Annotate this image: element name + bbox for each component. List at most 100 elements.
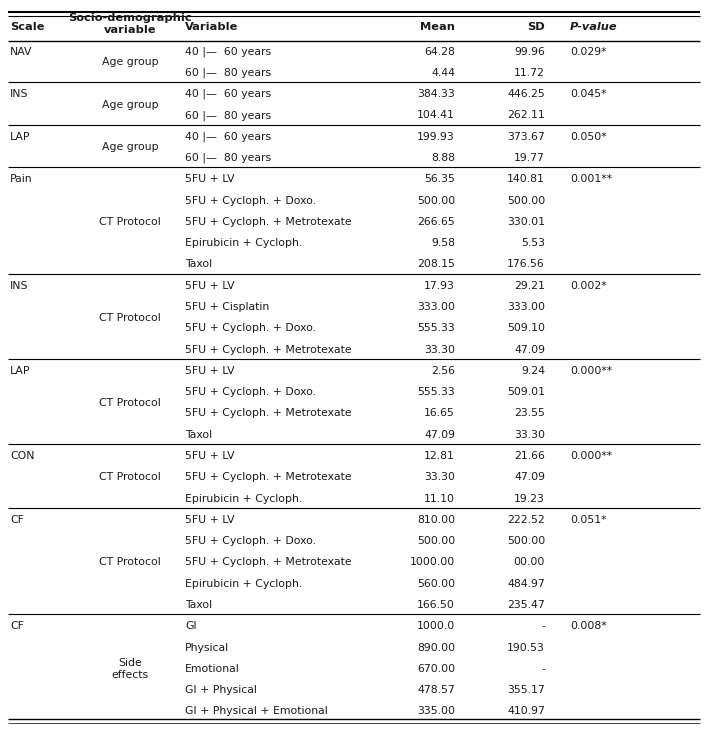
- Text: 0.029*: 0.029*: [570, 46, 607, 57]
- Text: 500.00: 500.00: [417, 536, 455, 546]
- Text: Taxol: Taxol: [185, 600, 212, 610]
- Text: 235.47: 235.47: [508, 600, 545, 610]
- Text: 333.00: 333.00: [417, 302, 455, 312]
- Text: 373.67: 373.67: [508, 132, 545, 142]
- Text: 890.00: 890.00: [417, 643, 455, 652]
- Text: Pain: Pain: [10, 175, 32, 184]
- Text: LAP: LAP: [10, 366, 30, 376]
- Text: 1000.0: 1000.0: [417, 621, 455, 631]
- Text: 555.33: 555.33: [417, 324, 455, 333]
- Text: 5FU + LV: 5FU + LV: [185, 515, 234, 525]
- Text: CT Protocol: CT Protocol: [99, 312, 161, 323]
- Text: 0.000**: 0.000**: [570, 451, 612, 461]
- Text: 5.53: 5.53: [521, 238, 545, 248]
- Text: LAP: LAP: [10, 132, 30, 142]
- Text: 33.30: 33.30: [424, 345, 455, 354]
- Text: -: -: [541, 621, 545, 631]
- Text: 60 |—  80 years: 60 |— 80 years: [185, 68, 271, 78]
- Text: 33.30: 33.30: [424, 472, 455, 482]
- Text: CT Protocol: CT Protocol: [99, 557, 161, 567]
- Text: 64.28: 64.28: [424, 46, 455, 57]
- Text: 670.00: 670.00: [417, 664, 455, 674]
- Text: 5FU + Cycloph. + Doxo.: 5FU + Cycloph. + Doxo.: [185, 324, 316, 333]
- Text: 5FU + LV: 5FU + LV: [185, 175, 234, 184]
- Text: 5FU + LV: 5FU + LV: [185, 451, 234, 461]
- Text: 60 |—  80 years: 60 |— 80 years: [185, 111, 271, 121]
- Text: 40 |—  60 years: 40 |— 60 years: [185, 131, 271, 142]
- Text: 2.56: 2.56: [431, 366, 455, 376]
- Text: 4.44: 4.44: [431, 68, 455, 78]
- Text: 140.81: 140.81: [507, 175, 545, 184]
- Text: 16.65: 16.65: [424, 408, 455, 419]
- Text: 5FU + Cycloph. + Metrotexate: 5FU + Cycloph. + Metrotexate: [185, 557, 351, 567]
- Text: 0.008*: 0.008*: [570, 621, 607, 631]
- Text: CT Protocol: CT Protocol: [99, 217, 161, 227]
- Text: 560.00: 560.00: [417, 579, 455, 589]
- Text: 266.65: 266.65: [417, 217, 455, 227]
- Text: 500.00: 500.00: [507, 536, 545, 546]
- Text: Age group: Age group: [101, 99, 158, 110]
- Text: NAV: NAV: [10, 46, 32, 57]
- Text: 0.000**: 0.000**: [570, 366, 612, 376]
- Text: -: -: [541, 664, 545, 674]
- Text: 478.57: 478.57: [417, 685, 455, 695]
- Text: 33.30: 33.30: [514, 430, 545, 440]
- Text: 330.01: 330.01: [507, 217, 545, 227]
- Text: 335.00: 335.00: [417, 706, 455, 716]
- Text: Mean: Mean: [420, 22, 455, 32]
- Text: INS: INS: [10, 281, 28, 290]
- Text: 0.001**: 0.001**: [570, 175, 612, 184]
- Text: 104.41: 104.41: [417, 111, 455, 120]
- Text: Side
effects: Side effects: [111, 658, 149, 680]
- Text: 384.33: 384.33: [417, 89, 455, 99]
- Text: CF: CF: [10, 621, 24, 631]
- Text: Age group: Age group: [101, 57, 158, 67]
- Text: 5FU + Cycloph. + Doxo.: 5FU + Cycloph. + Doxo.: [185, 536, 316, 546]
- Text: 484.97: 484.97: [508, 579, 545, 589]
- Text: Socio-demographic
variable: Socio-demographic variable: [68, 13, 191, 35]
- Text: 11.72: 11.72: [514, 68, 545, 78]
- Text: 5FU + LV: 5FU + LV: [185, 281, 234, 290]
- Text: Epirubicin + Cycloph.: Epirubicin + Cycloph.: [185, 579, 302, 589]
- Text: 5FU + Cycloph. + Doxo.: 5FU + Cycloph. + Doxo.: [185, 195, 316, 206]
- Text: 5FU + Cycloph. + Metrotexate: 5FU + Cycloph. + Metrotexate: [185, 472, 351, 482]
- Text: CF: CF: [10, 515, 24, 525]
- Text: 199.93: 199.93: [417, 132, 455, 142]
- Text: 0.051*: 0.051*: [570, 515, 607, 525]
- Text: 12.81: 12.81: [424, 451, 455, 461]
- Text: Taxol: Taxol: [185, 259, 212, 270]
- Text: 262.11: 262.11: [508, 111, 545, 120]
- Text: 500.00: 500.00: [417, 195, 455, 206]
- Text: 17.93: 17.93: [424, 281, 455, 290]
- Text: Variable: Variable: [185, 22, 239, 32]
- Text: 1000.00: 1000.00: [410, 557, 455, 567]
- Text: 0.002*: 0.002*: [570, 281, 607, 290]
- Text: Epirubicin + Cycloph.: Epirubicin + Cycloph.: [185, 494, 302, 503]
- Text: 509.01: 509.01: [507, 387, 545, 397]
- Text: INS: INS: [10, 89, 28, 99]
- Text: 47.09: 47.09: [514, 472, 545, 482]
- Text: 5FU + Cycloph. + Metrotexate: 5FU + Cycloph. + Metrotexate: [185, 408, 351, 419]
- Text: 208.15: 208.15: [417, 259, 455, 270]
- Text: P-value: P-value: [570, 22, 617, 32]
- Text: Emotional: Emotional: [185, 664, 240, 674]
- Text: 555.33: 555.33: [417, 387, 455, 397]
- Text: CT Protocol: CT Protocol: [99, 472, 161, 482]
- Text: 355.17: 355.17: [508, 685, 545, 695]
- Text: 810.00: 810.00: [417, 515, 455, 525]
- Text: 56.35: 56.35: [424, 175, 455, 184]
- Text: 509.10: 509.10: [507, 324, 545, 333]
- Text: 40 |—  60 years: 40 |— 60 years: [185, 89, 271, 99]
- Text: Scale: Scale: [10, 22, 44, 32]
- Text: 19.23: 19.23: [514, 494, 545, 503]
- Text: 60 |—  80 years: 60 |— 80 years: [185, 153, 271, 164]
- Text: 5FU + Cisplatin: 5FU + Cisplatin: [185, 302, 269, 312]
- Text: 19.77: 19.77: [514, 153, 545, 163]
- Text: 166.50: 166.50: [417, 600, 455, 610]
- Text: 11.10: 11.10: [424, 494, 455, 503]
- Text: CT Protocol: CT Protocol: [99, 398, 161, 408]
- Text: 23.55: 23.55: [514, 408, 545, 419]
- Text: GI: GI: [185, 621, 196, 631]
- Text: GI + Physical: GI + Physical: [185, 685, 257, 695]
- Text: 500.00: 500.00: [507, 195, 545, 206]
